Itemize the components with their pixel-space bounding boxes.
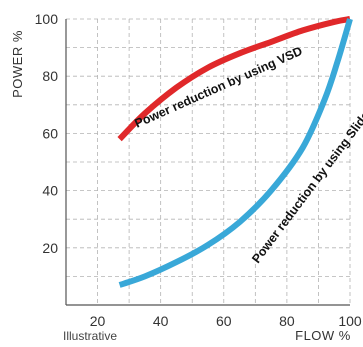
grid [66,18,351,305]
x-tick-label: 20 [90,313,106,329]
vsd-annotation: Power reduction by using VSD [133,44,305,131]
x-axis-title: FLOW % [295,328,351,343]
x-tick-label: 100 [338,313,362,329]
x-tick-label: 80 [279,313,295,329]
vsd-curve [117,16,351,142]
slide-valve-curve [118,18,353,288]
y-axis-title: POWER % [10,30,25,98]
y-tick-labels: 20 40 60 80 100 [35,11,59,256]
x-tick-label: 40 [153,313,169,329]
x-tick-labels: 20 40 60 80 100 [90,313,362,329]
y-tick-label: 20 [42,240,58,256]
x-tick-label: 60 [216,313,232,329]
series-lines [117,16,353,288]
y-tick-label: 80 [42,68,58,84]
slide-valve-annotation: Power reduction by using Slide Valve [249,80,363,265]
y-tick-label: 60 [42,125,58,141]
y-tick-label: 100 [35,11,59,27]
y-tick-label: 40 [42,183,58,199]
axes [65,19,350,306]
illustrative-note: Illustrative [63,329,117,343]
